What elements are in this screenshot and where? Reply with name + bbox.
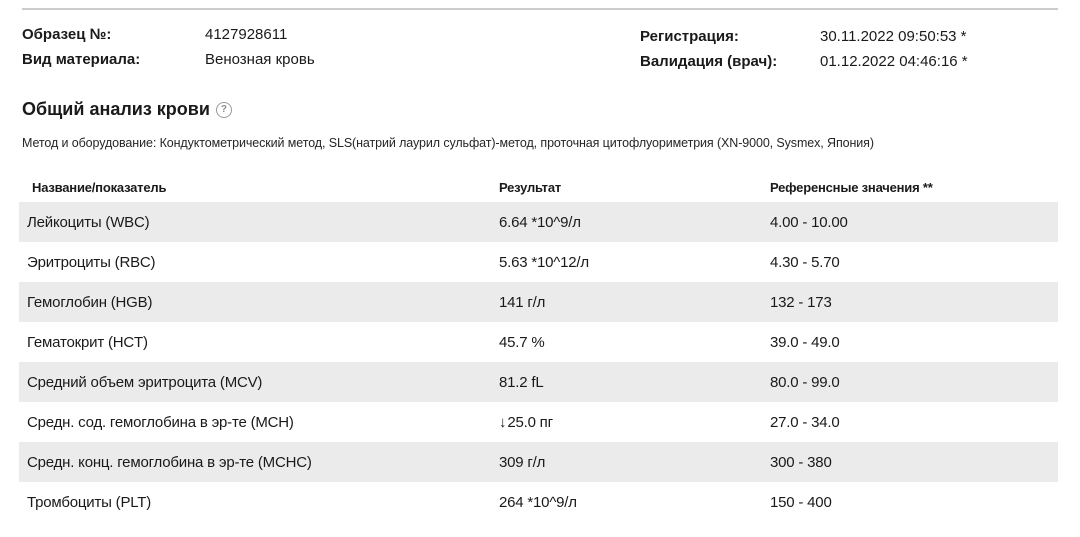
result-value: 45.7 % bbox=[499, 333, 545, 351]
table-row: Тромбоциты (PLT) 264 *10^9/л 150 - 400 bbox=[19, 482, 1058, 522]
result-value: 5.63 *10^12/л bbox=[499, 253, 589, 271]
parameter-name: Гематокрит (HCT) bbox=[27, 333, 148, 351]
parameter-name: Эритроциты (RBC) bbox=[27, 253, 156, 271]
table-body: Лейкоциты (WBC) 6.64 *10^9/л 4.00 - 10.00 Э… bbox=[19, 202, 1058, 522]
section-title-text: Общий анализ крови bbox=[22, 99, 210, 119]
sample-number-label: Образец №: bbox=[22, 26, 112, 43]
top-divider bbox=[22, 8, 1058, 10]
table-row: Лейкоциты (WBC) 6.64 *10^9/л 4.00 - 10.00 bbox=[19, 202, 1058, 242]
table-row: Средний объем эритроцита (MCV) 81.2 fL 80.… bbox=[19, 362, 1058, 402]
reference-range: 150 - 400 bbox=[770, 493, 832, 511]
reference-range: 132 - 173 bbox=[770, 293, 832, 311]
table-row: Средн. конц. гемоглобина в эр-те (MCHC) 3… bbox=[19, 442, 1058, 482]
parameter-name: Гемоглобин (HGB) bbox=[27, 293, 153, 311]
material-type-label: Вид материала: bbox=[22, 51, 141, 68]
sample-number-value: 4127928611 bbox=[205, 26, 288, 43]
results-table: Название/показатель Результат Референсны… bbox=[19, 172, 1058, 522]
parameter-name: Тромбоциты (PLT) bbox=[27, 493, 152, 511]
method-description: Метод и оборудование: Кондуктометрически… bbox=[22, 136, 874, 150]
reference-range: 300 - 380 bbox=[770, 453, 832, 471]
reference-range: 4.30 - 5.70 bbox=[770, 253, 840, 271]
result-value: 309 г/л bbox=[499, 453, 546, 471]
result-value: 81.2 fL bbox=[499, 373, 544, 391]
column-header-result: Результат bbox=[499, 179, 562, 195]
material-type-value: Венозная кровь bbox=[205, 51, 315, 68]
reference-range: 4.00 - 10.00 bbox=[770, 213, 848, 231]
column-header-reference: Референсные значения ** bbox=[770, 179, 933, 195]
result-value: 141 г/л bbox=[499, 293, 546, 311]
reference-range: 39.0 - 49.0 bbox=[770, 333, 840, 351]
table-row: Гемоглобин (HGB) 141 г/л 132 - 173 bbox=[19, 282, 1058, 322]
page-title: Общий анализ крови? bbox=[22, 99, 232, 120]
table-row: Гематокрит (HCT) 45.7 % 39.0 - 49.0 bbox=[19, 322, 1058, 362]
registration-label: Регистрация: bbox=[640, 28, 739, 45]
parameter-name: Средн. сод. гемоглобина в эр-те (MCH) bbox=[27, 413, 294, 431]
table-row: Эритроциты (RBC) 5.63 *10^12/л 4.30 - 5.70 bbox=[19, 242, 1058, 282]
result-value: 264 *10^9/л bbox=[499, 493, 577, 511]
table-header-row: Название/показатель Результат Референсны… bbox=[19, 172, 1058, 202]
parameter-name: Средний объем эритроцита (MCV) bbox=[27, 373, 263, 391]
result-value: 6.64 *10^9/л bbox=[499, 213, 581, 231]
low-value-arrow-icon: ↓ bbox=[499, 413, 507, 431]
reference-range: 27.0 - 34.0 bbox=[770, 413, 840, 431]
parameter-name: Средн. конц. гемоглобина в эр-те (MCHC) bbox=[27, 453, 312, 471]
column-header-name: Название/показатель bbox=[32, 179, 167, 195]
registration-value: 30.11.2022 09:50:53 * bbox=[820, 28, 967, 45]
result-value: ↓25.0 пг bbox=[499, 413, 553, 431]
parameter-name: Лейкоциты (WBC) bbox=[27, 213, 150, 231]
reference-range: 80.0 - 99.0 bbox=[770, 373, 840, 391]
question-mark-circle-icon[interactable]: ? bbox=[215, 102, 232, 118]
validation-value: 01.12.2022 04:46:16 * bbox=[820, 53, 968, 70]
table-row: Средн. сод. гемоглобина в эр-те (MCH) ↓25… bbox=[19, 402, 1058, 442]
validation-label: Валидация (врач): bbox=[640, 53, 778, 70]
